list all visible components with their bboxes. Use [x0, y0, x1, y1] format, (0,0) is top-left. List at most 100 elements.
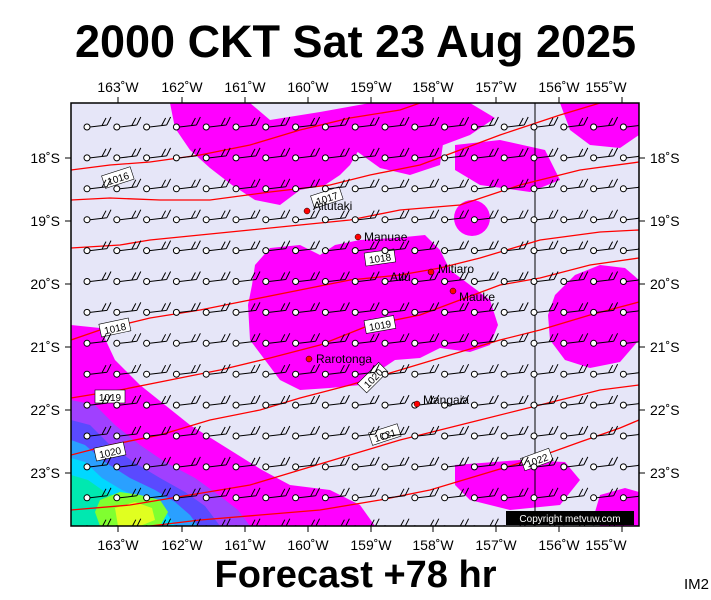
- wind-barb: [351, 116, 380, 131]
- lon-label: 163˚W: [97, 537, 139, 553]
- lat-label: 18˚S: [30, 150, 60, 166]
- wind-barb: [143, 456, 172, 471]
- wind-barb: [500, 209, 529, 224]
- wind-barb: [381, 116, 410, 131]
- wind-barb: [500, 271, 529, 285]
- wind-barb: [470, 333, 499, 347]
- wind-barb: [113, 178, 142, 193]
- wind-barb: [292, 456, 321, 471]
- wind-barb: [619, 494, 639, 502]
- wind-barb: [113, 487, 142, 502]
- wind-barb: [113, 209, 142, 224]
- wind-barb: [262, 178, 291, 193]
- lat-label: 18˚S: [650, 150, 680, 166]
- lon-label: 156˚W: [538, 79, 580, 95]
- wind-barb: [292, 363, 321, 378]
- wind-barb: [321, 147, 350, 162]
- wind-barb: [83, 487, 112, 502]
- wind-barb: [560, 487, 589, 502]
- wind-barb: [351, 487, 380, 502]
- map-frame: [70, 102, 640, 527]
- wind-barb: [172, 363, 201, 378]
- wind-barb: [411, 147, 440, 162]
- wind-barb: [202, 147, 231, 162]
- wind-barb: [619, 463, 639, 471]
- wind-barb: [351, 302, 380, 316]
- wind-barb: [500, 302, 529, 316]
- wind-barb: [143, 333, 172, 347]
- isobar-label: 1020: [98, 446, 122, 461]
- wind-barb: [262, 209, 291, 224]
- wind-barb: [381, 487, 410, 502]
- wind-barb: [619, 277, 639, 285]
- wind-barb: [83, 116, 112, 131]
- lat-label: 22˚S: [650, 402, 680, 418]
- wind-barb: [441, 116, 470, 131]
- wind-barb: [470, 394, 499, 409]
- wind-barb: [351, 209, 380, 224]
- wind-barb: [590, 178, 619, 193]
- wind-barb: [590, 302, 619, 316]
- wind-barb: [143, 363, 172, 378]
- wind-barb: [470, 456, 499, 471]
- isobar-label: 1018: [368, 252, 392, 266]
- wind-barb: [470, 425, 499, 440]
- place-label: Manuae: [364, 230, 408, 244]
- wind-barb: [619, 216, 639, 224]
- town-marker: [413, 400, 421, 408]
- wind-barb: [351, 240, 380, 255]
- wind-barb: [590, 209, 619, 224]
- wind-barb: [262, 271, 291, 285]
- wind-barb: [143, 240, 172, 255]
- wind-barb: [172, 209, 201, 224]
- wind-barb: [202, 240, 231, 255]
- wind-barb: [143, 425, 172, 440]
- wind-barb: [292, 147, 321, 162]
- place-label: Mangaia: [423, 393, 469, 407]
- wind-barb: [411, 116, 440, 131]
- wind-barb: [262, 487, 291, 502]
- wind-barb: [202, 178, 231, 193]
- wind-barb: [560, 116, 589, 131]
- town-marker: [354, 233, 362, 241]
- wind-barb: [470, 363, 499, 378]
- place-label: Rarotonga: [316, 352, 372, 366]
- lon-label: 159˚W: [350, 79, 392, 95]
- wind-barb: [500, 425, 529, 440]
- wind-barb: [232, 456, 261, 471]
- lat-label: 20˚S: [650, 276, 680, 292]
- wind-barb: [411, 456, 440, 471]
- wind-barb: [113, 147, 142, 162]
- wind-barb: [351, 178, 380, 193]
- wind-barb: [292, 178, 321, 193]
- wind-barb: [500, 116, 529, 131]
- town-marker: [449, 287, 457, 295]
- wind-barb: [441, 147, 470, 162]
- wind-barb: [262, 425, 291, 440]
- wind-barb: [411, 178, 440, 193]
- wind-barb: [590, 116, 619, 131]
- wind-barb: [441, 178, 470, 193]
- wind-barb: [500, 178, 529, 193]
- lon-label: 155˚W: [585, 537, 627, 553]
- wind-barb: [441, 333, 470, 347]
- wind-barb: [590, 240, 619, 255]
- wind-barb: [172, 178, 201, 193]
- wind-barb: [232, 209, 261, 224]
- wind-barb: [470, 271, 499, 285]
- wind-barb: [530, 209, 559, 224]
- wind-barb: [470, 209, 499, 224]
- wind-barb: [202, 394, 231, 409]
- wind-barb: [83, 178, 112, 193]
- wind-barb: [441, 394, 470, 409]
- wind-barb: [441, 302, 470, 316]
- wind-barb: [351, 394, 380, 409]
- wind-barb: [321, 116, 350, 131]
- wind-barb: [292, 333, 321, 347]
- lon-label: 157˚W: [475, 79, 517, 95]
- wind-barb: [172, 240, 201, 255]
- wind-barb: [292, 116, 321, 131]
- wind-barb: [530, 456, 559, 471]
- wind-barb: [172, 271, 201, 285]
- wind-barb: [530, 271, 559, 285]
